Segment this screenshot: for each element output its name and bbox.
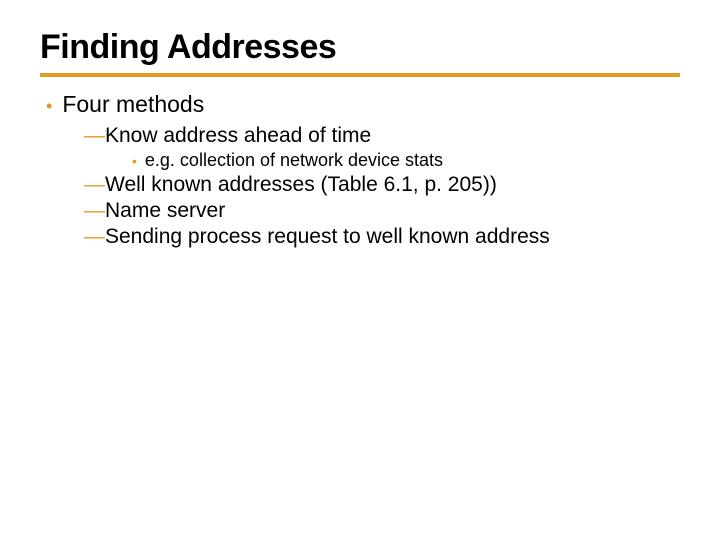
dash-text: Know address ahead of time <box>105 124 371 148</box>
dash-icon: — <box>84 225 105 249</box>
dash-icon: — <box>84 124 105 148</box>
slide: Finding Addresses • Four methods — Know … <box>0 0 720 249</box>
title-underline <box>40 73 680 77</box>
bullet-text: Four methods <box>62 91 204 118</box>
slide-title: Finding Addresses <box>40 28 680 67</box>
bullet-icon: • <box>132 153 137 169</box>
bullet-level-1: • Four methods <box>46 91 680 118</box>
bullet-icon: • <box>46 97 52 115</box>
dash-level-2: — Know address ahead of time <box>84 124 680 148</box>
dash-text: Sending process request to well known ad… <box>105 225 550 249</box>
dash-level-2: — Sending process request to well known … <box>84 225 680 249</box>
dash-text: Well known addresses (Table 6.1, p. 205)… <box>105 173 497 197</box>
dash-text: Name server <box>105 199 225 223</box>
bullet-text: e.g. collection of network device stats <box>145 150 443 171</box>
dash-icon: — <box>84 173 105 197</box>
dash-icon: — <box>84 199 105 223</box>
dash-level-2: — Well known addresses (Table 6.1, p. 20… <box>84 173 680 197</box>
bullet-level-3: • e.g. collection of network device stat… <box>132 150 680 171</box>
dash-level-2: — Name server <box>84 199 680 223</box>
